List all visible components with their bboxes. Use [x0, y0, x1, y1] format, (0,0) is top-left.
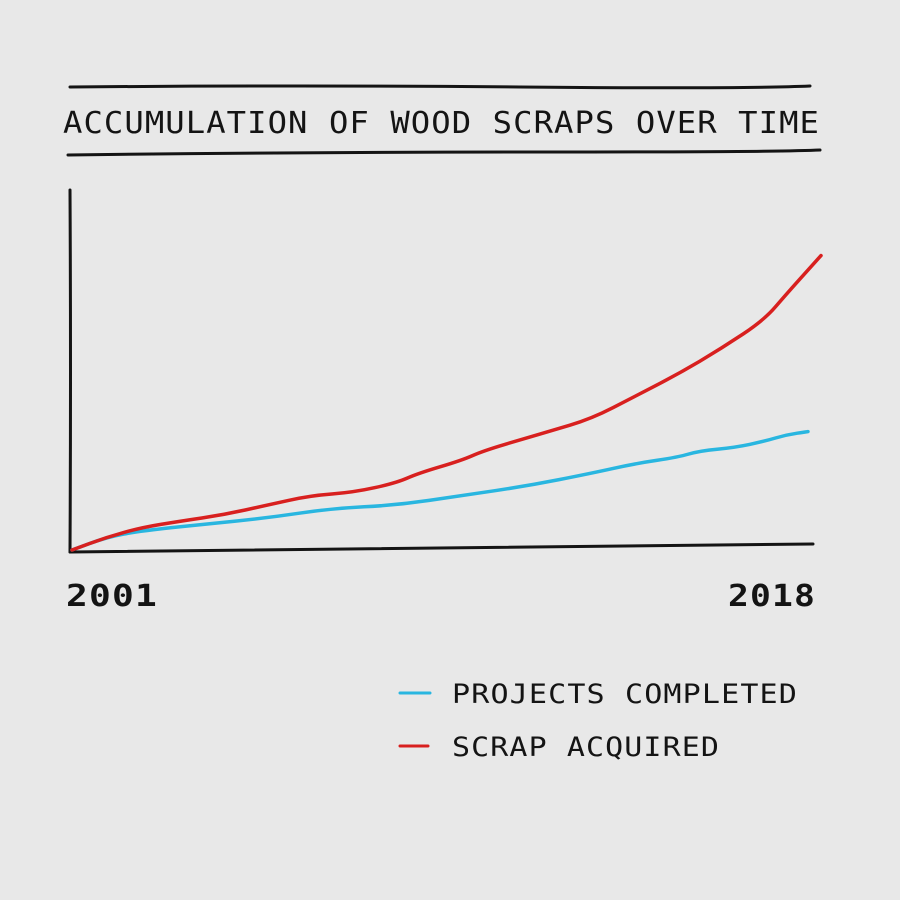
title-rule-top — [68, 84, 812, 90]
chart-title: ACCUMULATION OF WOOD SCRAPS OVER TIME — [63, 106, 820, 141]
legend: PROJECTS COMPLETED SCRAP ACQUIRED — [398, 679, 798, 763]
legend-label-scrap: SCRAP ACQUIRED — [452, 732, 720, 763]
title-rule-bottom — [66, 148, 822, 157]
series-line-projects-completed — [70, 429, 810, 552]
x-axis — [68, 542, 815, 554]
x-tick-label-start: 2001 — [66, 579, 158, 614]
legend-label-projects: PROJECTS COMPLETED — [452, 679, 798, 710]
y-axis — [68, 188, 72, 554]
series-line-scrap-acquired — [70, 253, 823, 552]
x-tick-label-end: 2018 — [728, 579, 816, 614]
series-layer — [70, 253, 823, 552]
